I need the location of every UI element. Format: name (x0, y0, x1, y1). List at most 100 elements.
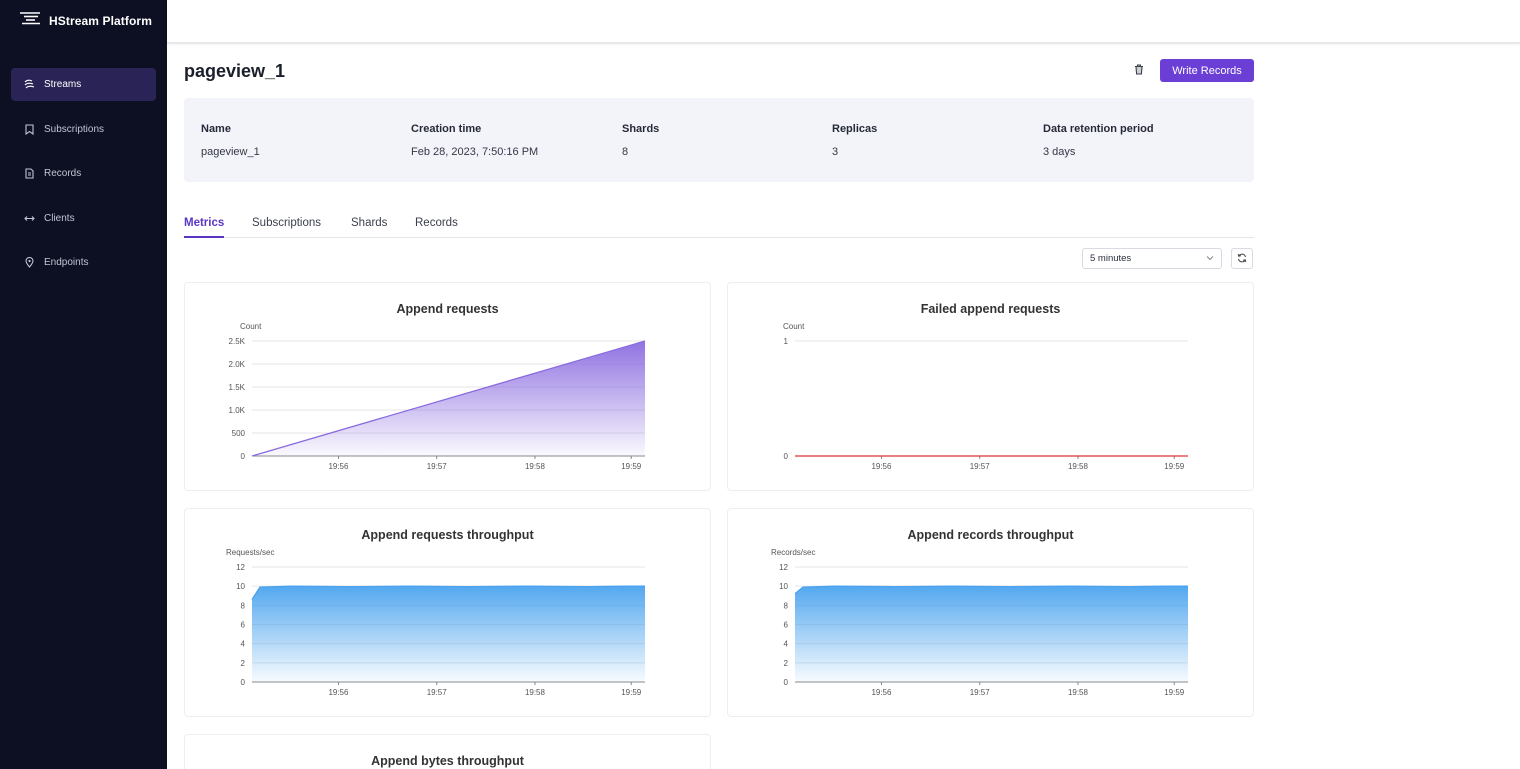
y-tick-label: 12 (236, 563, 245, 572)
x-tick-label: 19:57 (427, 688, 448, 697)
series-line (251, 340, 646, 457)
chevron-down-icon (1206, 254, 1214, 265)
chart-unit-label: Count (240, 322, 262, 331)
tab-subscriptions[interactable]: Subscriptions (252, 217, 322, 229)
info-name: Name pageview_1 (201, 123, 260, 158)
hstream-logo-icon (20, 11, 40, 31)
y-tick-label: 4 (241, 640, 246, 649)
info-replicas: Replicas 3 (832, 123, 877, 158)
x-tick-label: 19:57 (970, 462, 991, 471)
x-tick-label: 19:58 (525, 688, 546, 697)
chart-plot: 0 1 19:56 19:57 19:58 19:59 (784, 337, 1188, 471)
y-tick-label: 2.0K (229, 360, 246, 369)
series-area (795, 586, 1188, 682)
y-tick-label: 0 (241, 678, 246, 687)
sidebar-item-endpoints[interactable]: Endpoints (11, 246, 156, 279)
y-tick-label: 1 (784, 337, 789, 346)
x-tick-label: 19:58 (1068, 462, 1089, 471)
chart-title: Append bytes throughput (371, 754, 524, 768)
tab-shards[interactable]: Shards (351, 217, 388, 229)
y-tick-label: 10 (779, 582, 788, 591)
clients-icon (24, 213, 35, 224)
refresh-button[interactable] (1231, 248, 1253, 269)
info-label: Name (201, 123, 231, 135)
series-area (252, 586, 645, 682)
x-tick-label: 19:58 (1068, 688, 1089, 697)
tab-records[interactable]: Records (415, 217, 458, 229)
top-header (167, 0, 1520, 43)
y-tick-label: 1.0K (229, 406, 246, 415)
chart-title: Append requests (396, 302, 499, 316)
chart-unit-label: Requests/sec (226, 548, 275, 557)
tab-metrics[interactable]: Metrics (184, 217, 225, 238)
sidebar-item-label: Subscriptions (44, 124, 105, 135)
chart-unit-label: Records/sec (771, 548, 816, 557)
x-tick-label: 19:59 (621, 688, 642, 697)
chart-append-records-throughput: Append records throughput Records/sec 0 2… (727, 508, 1254, 717)
chart-failed-append-requests: Failed append requests Count 0 1 19:56 19:5… (727, 282, 1254, 491)
x-tick-label: 19:59 (1164, 688, 1185, 697)
x-tick-label: 19:58 (525, 462, 546, 471)
time-range-value: 5 minutes (1090, 253, 1132, 264)
x-tick-label: 19:57 (970, 688, 991, 697)
info-value: Feb 28, 2023, 7:50:16 PM (411, 146, 539, 158)
chart-append-bytes-throughput: Append bytes throughput (184, 734, 711, 769)
sidebar-item-clients[interactable]: Clients (11, 202, 156, 235)
app-title: HStream Platform (49, 14, 152, 28)
chart-title: Append requests throughput (361, 528, 534, 542)
brand[interactable]: HStream Platform (20, 11, 152, 31)
y-tick-label: 10 (236, 582, 245, 591)
sidebar-item-label: Streams (44, 79, 82, 90)
info-shards: Shards 8 (622, 123, 659, 158)
y-tick-label: 2 (241, 659, 246, 668)
x-tick-label: 19:59 (621, 462, 642, 471)
y-tick-label: 0 (241, 452, 246, 461)
x-tick-label: 19:56 (328, 462, 349, 471)
y-tick-label: 8 (784, 601, 789, 610)
records-icon (24, 168, 35, 179)
streams-icon (24, 79, 35, 90)
sidebar-item-label: Clients (44, 213, 75, 224)
info-label: Data retention period (1043, 123, 1154, 135)
chart-append-requests: Append requests Count 0 500 1.0K 1.5K 2.0K 2.… (184, 282, 711, 491)
sidebar-item-label: Endpoints (44, 257, 89, 268)
info-label: Replicas (832, 123, 878, 135)
series-line (794, 585, 1188, 595)
info-value: 8 (622, 146, 629, 158)
chart-title: Append records throughput (907, 528, 1074, 542)
write-records-button[interactable]: Write Records (1160, 59, 1254, 82)
chart-plot: 0 2 4 6 8 10 12 19:56 19:57 19:58 19:59 (236, 563, 645, 697)
chart-plot: 0 500 1.0K 1.5K 2.0K 2.5K 19:56 19:57 19:58 19:59 (229, 337, 646, 471)
y-tick-label: 2 (784, 659, 789, 668)
info-value: pageview_1 (201, 146, 260, 158)
y-tick-label: 0 (784, 452, 789, 461)
sidebar-item-records[interactable]: Records (11, 157, 156, 190)
chart-plot: 0 2 4 6 8 10 12 19:56 19:57 19:58 19:59 (779, 563, 1188, 697)
info-value: 3 days (1043, 146, 1076, 158)
y-tick-label: 8 (241, 601, 246, 610)
info-label: Creation time (411, 123, 482, 135)
refresh-icon (1237, 251, 1247, 266)
chart-unit-label: Count (783, 322, 805, 331)
delete-stream-button[interactable] (1128, 59, 1150, 81)
page-title: pageview_1 (184, 61, 286, 81)
time-range-select[interactable]: 5 minutes (1082, 248, 1222, 269)
y-tick-label: 12 (779, 563, 788, 572)
stream-info-card: Name pageview_1 Creation time Feb 28, 20… (184, 98, 1254, 182)
sidebar-item-subscriptions[interactable]: Subscriptions (11, 113, 156, 146)
trash-icon (1134, 63, 1144, 78)
bookmark-icon (24, 124, 35, 135)
x-tick-label: 19:56 (328, 688, 349, 697)
chart-append-requests-throughput: Append requests throughput Requests/sec … (184, 508, 711, 717)
sidebar-item-streams[interactable]: Streams (11, 68, 156, 101)
location-pin-icon (24, 257, 35, 268)
x-tick-label: 19:56 (871, 462, 892, 471)
info-creation-time: Creation time Feb 28, 2023, 7:50:16 PM (411, 123, 538, 158)
y-tick-label: 1.5K (229, 383, 246, 392)
y-tick-label: 6 (241, 621, 246, 630)
x-tick-label: 19:59 (1164, 462, 1185, 471)
info-retention: Data retention period 3 days (1043, 123, 1154, 158)
x-tick-label: 19:56 (871, 688, 892, 697)
sidebar: HStream Platform Streams Subscriptions R… (0, 0, 167, 769)
